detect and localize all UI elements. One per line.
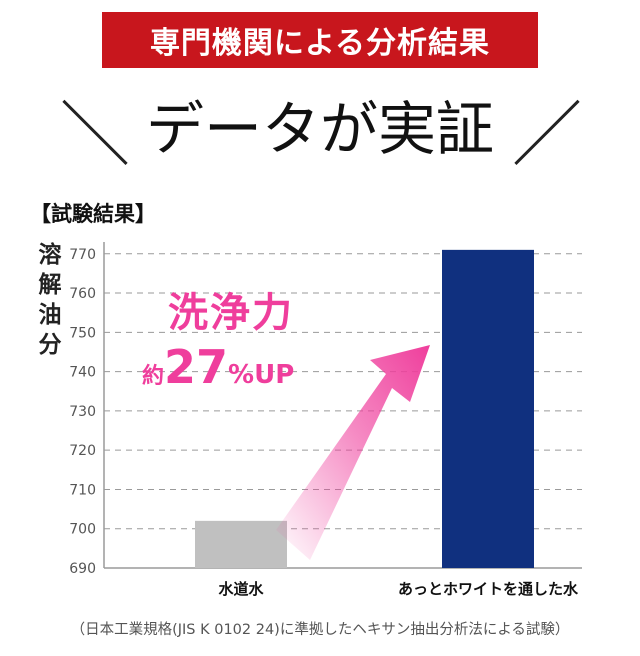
x-category-label: あっとホワイトを通した水	[398, 580, 579, 598]
y-tick-label: 710	[69, 482, 96, 498]
y-tick-label: 770	[69, 247, 96, 263]
y-tick-label: 720	[69, 443, 96, 459]
headline: ＼ データが実証 ／	[0, 92, 640, 182]
banner: 専門機関による分析結果	[102, 12, 538, 68]
x-category-label: 水道水	[218, 580, 264, 598]
y-axis-label: 溶 解 油 分	[36, 240, 64, 360]
bar	[442, 249, 534, 569]
callout-prefix: 約	[142, 364, 165, 389]
y-axis-label-char: 分	[38, 332, 62, 358]
bar	[195, 520, 287, 568]
headline-left-mark: ＼	[60, 94, 130, 176]
y-tick-label: 690	[69, 561, 96, 577]
result-label: 【試験結果】	[30, 202, 156, 226]
headline-right-mark: ／	[512, 94, 582, 176]
y-tick-label: 760	[69, 286, 96, 302]
increase-arrow-icon	[276, 345, 430, 560]
footnote: （日本工業規格(JIS K 0102 24)に準拠したヘキサン抽出分析法による試…	[70, 622, 570, 638]
headline-title: データが実証	[145, 95, 494, 163]
callout-sub: 約27%UP	[142, 340, 294, 394]
y-tick-label: 740	[69, 365, 96, 381]
callout-number: 27	[164, 340, 229, 394]
y-tick-label: 750	[69, 325, 96, 341]
callout-unit: %UP	[228, 360, 295, 390]
y-axis-label-char: 溶	[38, 242, 62, 268]
y-tick-label: 700	[69, 522, 96, 538]
y-axis-label-char: 油	[38, 302, 62, 328]
y-axis-label-char: 解	[38, 272, 62, 298]
y-tick-label: 730	[69, 404, 96, 420]
callout-main: 洗浄力	[168, 290, 294, 336]
